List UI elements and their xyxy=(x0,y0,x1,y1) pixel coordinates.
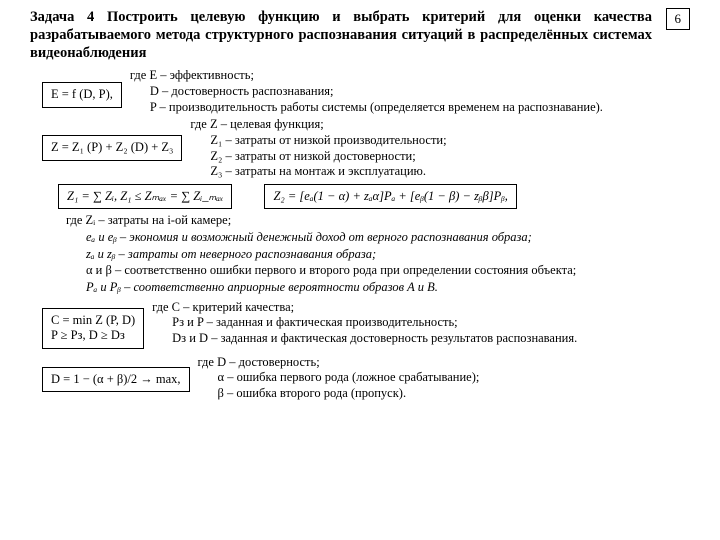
line: где C – критерий качества; xyxy=(152,300,690,316)
line: где D – достоверность; xyxy=(198,355,690,371)
block-reliability: D = 1 − (α + β)/2 → max, где D – достове… xyxy=(30,355,690,402)
line: P ≥ Pз, D ≥ Dз xyxy=(51,328,135,344)
line: β – ошибка второго рода (пропуск). xyxy=(198,386,690,402)
line: где Zᵢ – затраты на i-ой камере; xyxy=(66,213,690,229)
line: Z₁ – затраты от низкой производительност… xyxy=(190,133,690,149)
line: Z₂ – затраты от низкой достоверности; xyxy=(190,149,690,165)
formulas-Z1-Z2: Z₁ = ∑ Zᵢ, Z₁ ≤ Zₘₐₓ = ∑ Zᵢ_ₘₐₓ Z₂ = [eₐ… xyxy=(58,184,690,210)
line: α и β – соответственно ошибки первого и … xyxy=(66,263,690,279)
explain-Z: где Z – целевая функция; Z₁ – затраты от… xyxy=(190,117,690,180)
line: D – достоверность распознавания; xyxy=(130,84,690,100)
formula-Z: Z = Z₁ (P) + Z₂ (D) + Z₃ xyxy=(42,135,182,161)
line: где Z – целевая функция; xyxy=(190,117,690,133)
line: C = min Z (P, D) xyxy=(51,313,135,329)
slide-number: 6 xyxy=(666,8,691,30)
line: Z₃ – затраты на монтаж и эксплуатацию. xyxy=(190,164,690,180)
block-effectiveness: E = f (D, P), где E – эффективность; D –… xyxy=(30,68,690,115)
formula-Z1: Z₁ = ∑ Zᵢ, Z₁ ≤ Zₘₐₓ = ∑ Zᵢ_ₘₐₓ xyxy=(58,184,232,210)
explain-E: где E – эффективность; D – достоверность… xyxy=(130,68,690,115)
line: α – ошибка первого рода (ложное срабатыв… xyxy=(198,370,690,386)
formula-C: C = min Z (P, D) P ≥ Pз, D ≥ Dз xyxy=(42,308,144,349)
block-objective: Z = Z₁ (P) + Z₂ (D) + Z₃ где Z – целевая… xyxy=(30,117,690,180)
task-title: Задача 4 Построить целевую функцию и выб… xyxy=(30,8,690,62)
line: Pз и P – заданная и фактическая производ… xyxy=(152,315,690,331)
formula-Z2: Z₂ = [eₐ(1 − α) + zₐα]Pₐ + [eᵦ(1 − β) − … xyxy=(264,184,516,210)
block-criterion: C = min Z (P, D) P ≥ Pз, D ≥ Dз где C – … xyxy=(30,300,690,353)
formula-E: E = f (D, P), xyxy=(42,82,122,108)
line: eₐ и eᵦ – экономия и возможный денежный … xyxy=(66,230,690,246)
definitions: где Zᵢ – затраты на i-ой камере; eₐ и eᵦ… xyxy=(66,213,690,295)
line: Dз и D – заданная и фактическая достовер… xyxy=(152,331,690,347)
line: где E – эффективность; xyxy=(130,68,690,84)
line: zₐ и zᵦ – затраты от неверного распознав… xyxy=(66,247,690,263)
explain-D: где D – достоверность; α – ошибка первог… xyxy=(198,355,690,402)
formula-D: D = 1 − (α + β)/2 → max, xyxy=(42,367,190,393)
line: Pₐ и Pᵦ – соответственно априорные вероя… xyxy=(66,280,690,296)
line: P – производительность работы системы (о… xyxy=(130,100,690,116)
explain-C: где C – критерий качества; Pз и P – зада… xyxy=(152,300,690,347)
